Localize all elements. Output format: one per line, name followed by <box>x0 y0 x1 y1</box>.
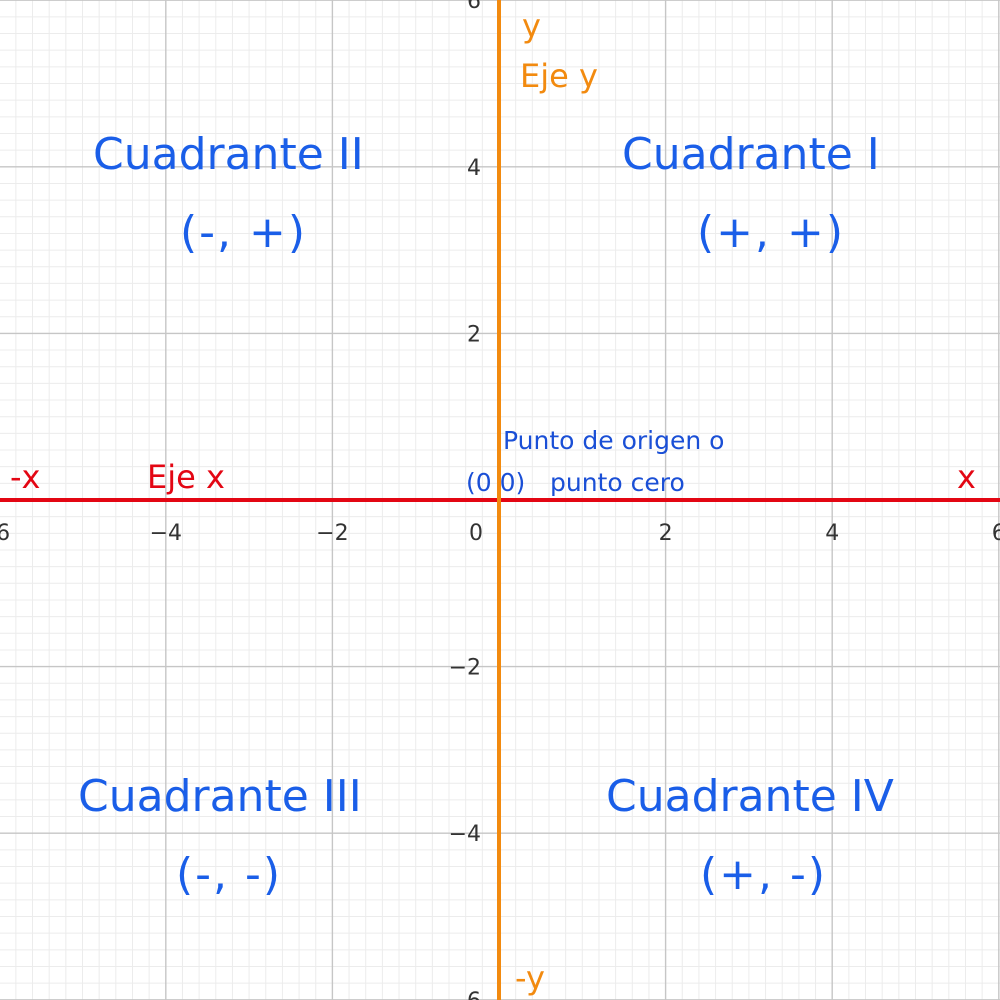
y-axis-name: Eje y <box>520 57 598 95</box>
y-tick-label: −4 <box>449 822 481 847</box>
y-tick-label: 6 <box>467 0 481 14</box>
x-tick-label: 4 <box>825 521 839 546</box>
x-tick-label: −4 <box>150 521 182 546</box>
origin-coordinates: (0 0) <box>466 468 526 497</box>
quadrant-4-title: Cuadrante IV <box>606 771 894 822</box>
y-tick-label: 2 <box>467 322 481 347</box>
quadrant-2-signs: (-, +) <box>180 207 308 258</box>
x-tick-label: 6 <box>992 521 1000 546</box>
y-tick-label: -6 <box>459 989 481 1000</box>
x-tick-label: 2 <box>659 521 673 546</box>
quadrant-2-title: Cuadrante II <box>93 129 364 180</box>
origin-label-line1: Punto de origen o <box>503 426 725 455</box>
quadrant-4-signs: (+, -) <box>700 849 828 900</box>
y-tick-label: −2 <box>449 656 481 681</box>
x-axis-positive-label: x <box>957 458 976 496</box>
x-axis-negative-label: -x <box>10 458 41 496</box>
y-axis-negative-label: -y <box>515 959 545 997</box>
x-axis-name: Eje x <box>147 458 225 496</box>
x-tick-label: 0 <box>469 521 483 546</box>
x-tick-label: -6 <box>0 521 10 546</box>
quadrant-1-title: Cuadrante I <box>622 129 880 180</box>
quadrant-3-signs: (-, -) <box>176 849 283 900</box>
quadrant-1-signs: (+, +) <box>697 207 846 258</box>
quadrant-3-title: Cuadrante III <box>78 771 362 822</box>
y-axis-positive-label: y <box>522 7 541 45</box>
origin-label-line2: punto cero <box>550 468 685 497</box>
y-tick-label: 4 <box>467 156 481 181</box>
x-tick-label: −2 <box>316 521 348 546</box>
